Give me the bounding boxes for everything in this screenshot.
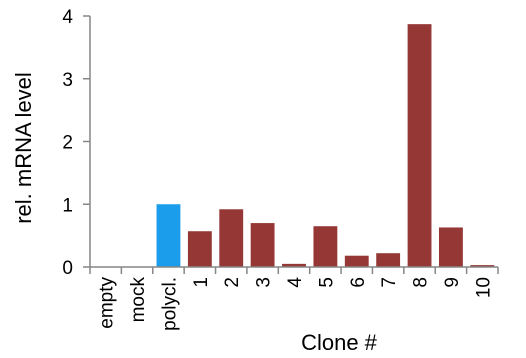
x-tick-label: 4 <box>285 277 306 288</box>
bar-6 <box>344 255 369 267</box>
x-tick-label: 2 <box>222 277 243 288</box>
bars <box>156 24 495 267</box>
x-tick-label: mock <box>128 277 149 323</box>
y-axis: 0 1 2 3 4 <box>62 7 91 279</box>
x-tick-label: 3 <box>254 277 275 288</box>
y-tick-label: 1 <box>62 195 73 216</box>
bar-1 <box>187 231 212 267</box>
bar-9 <box>438 227 463 267</box>
y-tick-label: 0 <box>62 258 73 279</box>
x-tick-label: empty <box>97 277 118 329</box>
bar-5 <box>313 226 338 267</box>
bar-3 <box>250 223 275 267</box>
bar-4 <box>282 263 306 267</box>
bar-7 <box>376 253 401 267</box>
x-tick-label: 9 <box>442 277 463 288</box>
x-tick-label: 5 <box>316 277 337 288</box>
y-tick-label: 4 <box>62 7 73 28</box>
x-axis: empty mock polycl. 1 2 3 4 5 6 7 8 9 10 <box>89 266 499 331</box>
x-tick-label: 1 <box>191 277 212 288</box>
y-tick-label: 3 <box>62 70 73 91</box>
x-tick-label: 8 <box>411 277 432 288</box>
x-axis-title: Clone # <box>301 330 378 355</box>
x-tick-label: 7 <box>379 277 400 288</box>
y-axis-title: rel. mRNA level <box>11 72 36 224</box>
bar-8 <box>407 24 432 267</box>
bar-10 <box>470 265 495 267</box>
x-tick-label: polycl. <box>159 277 180 331</box>
y-tick-label: 2 <box>62 133 73 154</box>
x-tick-label: 6 <box>348 277 369 288</box>
bar-polycl <box>156 204 181 267</box>
x-tick-label: 10 <box>473 277 494 298</box>
bar-2 <box>219 209 244 267</box>
